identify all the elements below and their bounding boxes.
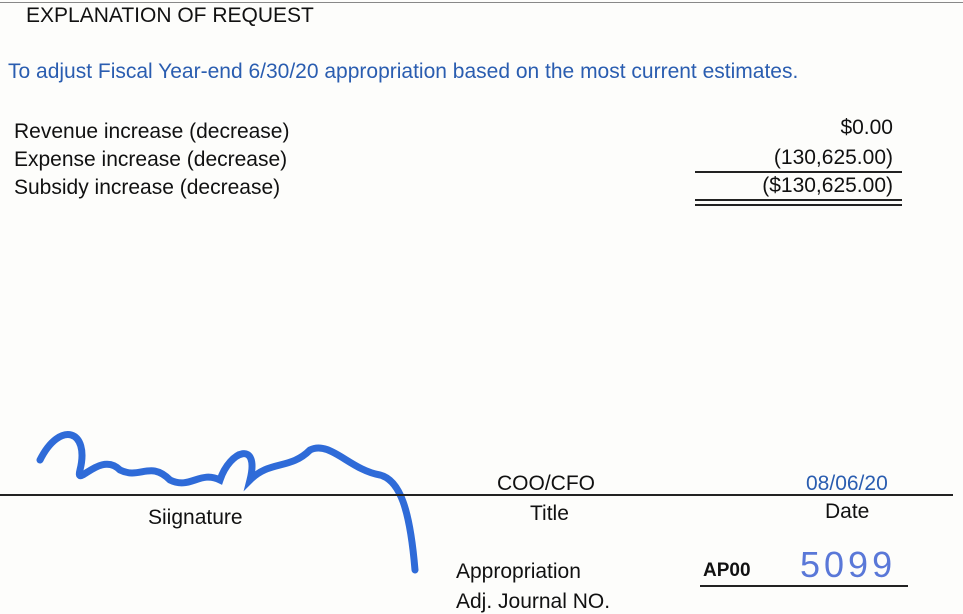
title-value: COO/CFO (497, 472, 595, 495)
row-label: Subsidy increase (decrease) (14, 176, 281, 199)
description: To adjust Fiscal Year-end 6/30/20 approp… (8, 60, 799, 83)
journal-label: Adj. Journal NO. (456, 590, 611, 613)
journal-underline (700, 585, 908, 587)
signature-scribble (36, 431, 419, 574)
row-label: Expense increase (decrease) (14, 148, 288, 171)
row-amount: ($130,625.00) (762, 174, 893, 197)
journal-number: 5099 (800, 544, 897, 585)
row-amount: (130,625.00) (773, 146, 893, 169)
journal-prefix: AP00 (703, 560, 751, 581)
double-underline (695, 204, 902, 206)
double-underline (695, 199, 902, 201)
signature-label: Siignature (148, 506, 243, 529)
signature-line (0, 494, 953, 496)
section-title: EXPLANATION OF REQUEST (26, 4, 314, 27)
date-label: Date (825, 500, 870, 523)
row-label: Revenue increase (decrease) (14, 120, 290, 143)
row-amount: $0.00 (840, 116, 893, 139)
title-label: Title (530, 502, 569, 525)
journal-label: Appropriation (456, 560, 581, 583)
date-value: 08/06/20 (806, 472, 888, 495)
underline (695, 171, 902, 173)
rule (0, 2, 963, 3)
